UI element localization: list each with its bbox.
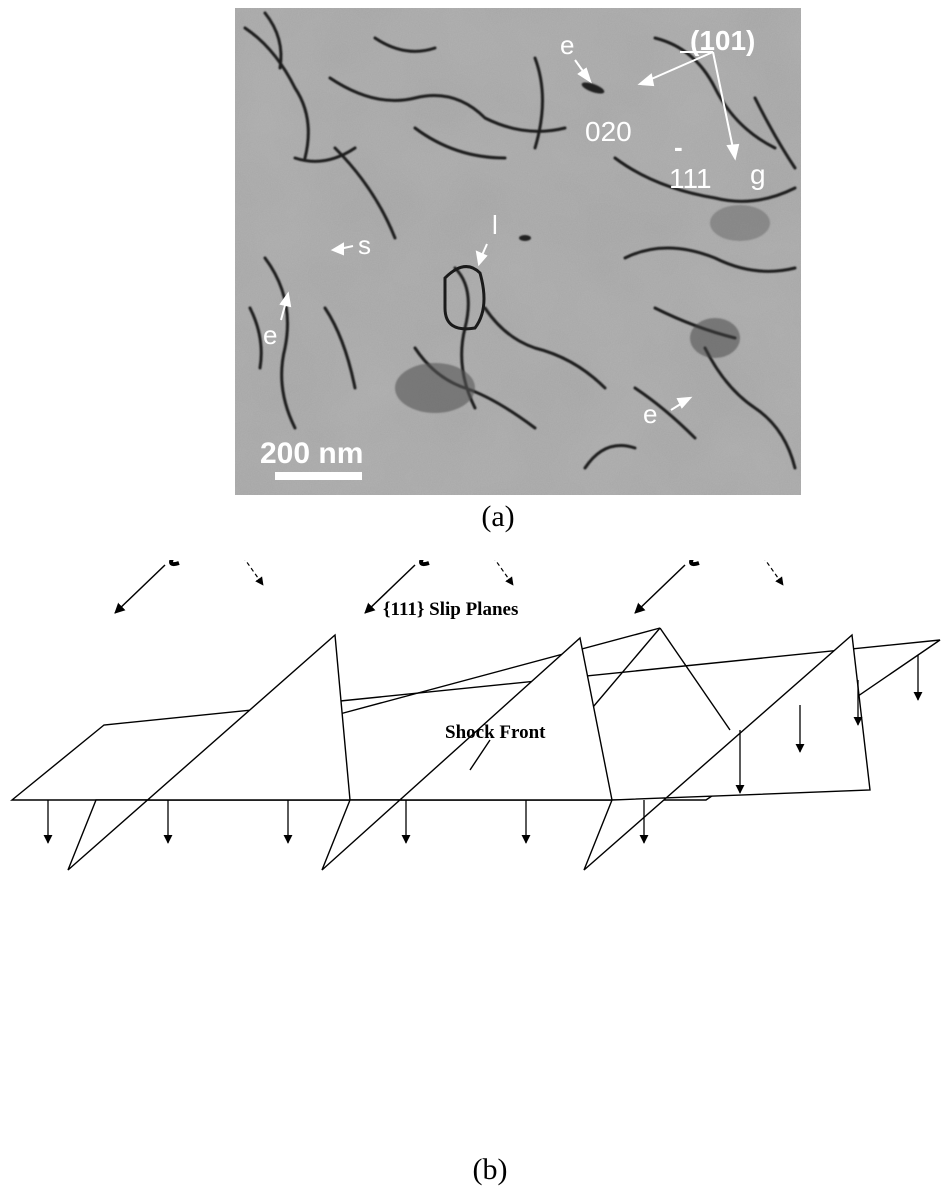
- edge-label-right: e: [643, 399, 657, 429]
- overbar-mark: -: [674, 132, 683, 162]
- dislocation-loop-unit-2: [364, 560, 514, 614]
- slip-plane-3: [583, 633, 871, 871]
- dislocation-loop-unit-1: [114, 560, 264, 614]
- screw-label: s: [358, 230, 371, 260]
- plane-connector-right: [659, 627, 731, 731]
- shock-arrows: [43, 655, 923, 844]
- slip-plane-schematic: {111} Slip Planes Shock Front: [10, 560, 941, 871]
- shock-front-label: Shock Front: [445, 722, 546, 743]
- loop-label: l: [492, 210, 498, 240]
- scale-bar-label: 200 nm: [260, 437, 363, 470]
- plane-connector-mid: [581, 627, 661, 721]
- edge-label-left: e: [263, 320, 277, 350]
- dislocation-loop-unit-3: [634, 560, 784, 614]
- slip-plane-2: [321, 636, 613, 871]
- panel-a-caption: (a): [481, 500, 515, 533]
- edge-label-top: e: [560, 30, 574, 60]
- tem-micrograph: (101) e 020 - 111 g s l e e 200 nm: [235, 8, 801, 495]
- shock-front-leader: [469, 739, 491, 771]
- zone-axis-label: (101): [690, 25, 755, 56]
- noise-grain: [235, 8, 801, 495]
- plane-connector-top: [335, 627, 661, 716]
- scale-bar: [275, 472, 362, 480]
- dislocation-network: [243, 11, 797, 470]
- g-vector-020-label: 020: [585, 116, 632, 147]
- g-label: g: [750, 159, 766, 190]
- dislocation-loop: [443, 265, 486, 331]
- slip-planes-label: {111} Slip Planes: [383, 599, 518, 620]
- annotation-arrows: [279, 51, 740, 411]
- slip-plane-1: [67, 633, 351, 871]
- panel-b-caption: (b): [472, 1153, 508, 1186]
- defect-clusters: [395, 82, 770, 413]
- g-vector-111-label: 111: [669, 163, 712, 194]
